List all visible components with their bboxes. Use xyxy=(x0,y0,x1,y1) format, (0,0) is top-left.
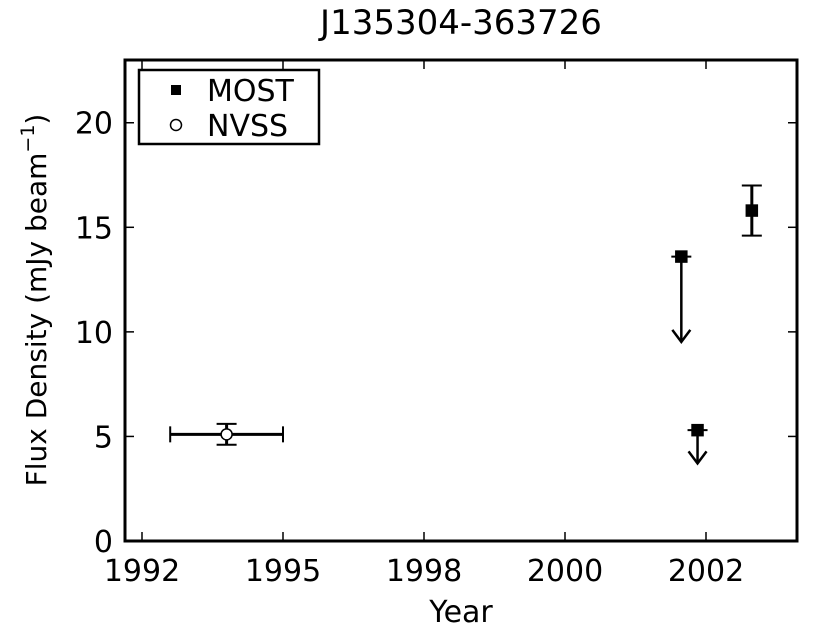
x-tick-label: 1998 xyxy=(386,554,462,589)
y-label-text: Flux Density (mJy beam xyxy=(20,153,53,487)
x-tick-label: 2000 xyxy=(527,554,603,589)
arrow-head xyxy=(687,450,708,466)
point xyxy=(745,204,759,217)
point xyxy=(691,423,704,437)
x-tick-label: 1992 xyxy=(104,554,180,589)
y-tick-label: 5 xyxy=(94,420,113,455)
y-tick-label: 0 xyxy=(94,525,113,560)
x-tick-label: 2002 xyxy=(668,554,744,589)
arrow-head xyxy=(671,329,692,344)
upper-limit-arrow xyxy=(671,255,692,344)
legend-label: NVSS xyxy=(207,109,288,144)
y-label-suffix: ) xyxy=(20,114,53,125)
plot-frame xyxy=(123,58,799,543)
legend-marker xyxy=(169,118,183,132)
y-tick-label: 15 xyxy=(75,211,113,246)
legend-marker xyxy=(171,85,181,95)
point xyxy=(675,250,688,263)
y-tick-label: 10 xyxy=(75,316,113,351)
chart-title: J135304-363726 xyxy=(318,3,602,43)
point xyxy=(220,428,233,441)
y-label-superscript: −1 xyxy=(17,125,39,153)
y-axis-label: Flux Density (mJy beam−1) xyxy=(17,114,53,487)
x-tick-label: 1995 xyxy=(245,554,321,589)
legend-box xyxy=(137,68,321,146)
legend-label: MOST xyxy=(207,74,295,109)
x-axis-label: Year xyxy=(428,595,493,630)
y-tick-label: 20 xyxy=(75,107,113,142)
